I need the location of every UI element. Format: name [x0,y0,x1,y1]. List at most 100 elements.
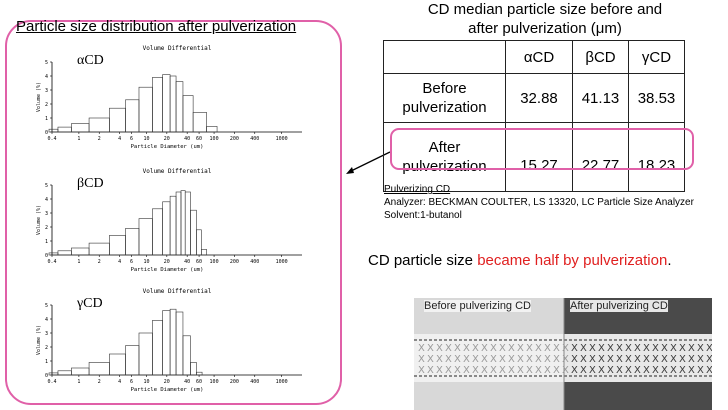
photo-x-mark: X [697,354,704,365]
photo-x-mark: X [553,365,560,376]
photo-x-mark: X [427,365,434,376]
photo-x-mark: X [607,343,614,354]
measurement-note: Pulverizing CD Analyzer: BECKMAN COULTER… [384,183,694,222]
x-tick-label: 200 [230,136,239,142]
x-axis-label: Particle Diameter (um) [131,267,204,273]
x-tick-label: 2 [98,136,101,142]
photo-x-mark: X [634,365,641,376]
y-tick-label: 4 [45,197,48,203]
photo-x-mark: X [454,343,461,354]
photo-x-mark: X [598,343,605,354]
chart-series-label: αCD [77,53,104,68]
row-label-after-line2: pulverization [402,158,487,175]
x-tick-label: 6 [130,259,133,265]
photo-x-mark: X [508,365,515,376]
histogram-bar [192,112,207,133]
photo-x-mark: X [481,343,488,354]
photo-x-mark: X [652,365,659,376]
photo-x-mark: X [634,354,641,365]
photo-x-mark: X [697,365,704,376]
photo-x-mark: X [490,354,497,365]
x-axis-label: Particle Diameter (um) [131,144,204,150]
photo-x-mark: X [643,343,650,354]
photo-x-mark: X [535,343,542,354]
x-tick-label: 200 [230,379,239,385]
photo-strip-right [564,334,712,382]
photo-x-mark: X [571,354,578,365]
photo-x-mark: X [508,343,515,354]
cell-after-beta: 22.77 [572,122,629,192]
photo-x-mark: X [625,365,632,376]
x-tick-label: 2 [98,259,101,265]
x-tick-label: 4 [118,259,121,265]
photo-x-mark: X [463,354,470,365]
x-tick-label: 100 [210,379,219,385]
histogram-bar [196,371,203,376]
photo-x-mark: X [661,343,668,354]
x-tick-label: 6 [130,136,133,142]
photo-x-mark: X [481,365,488,376]
x-tick-label: 0.4 [47,379,56,385]
panel-title: Particle size distribution after pulveri… [16,18,297,35]
conclusion-suffix: . [667,252,672,269]
x-tick-label: 40 [184,379,190,385]
x-tick-label: 20 [164,136,170,142]
median-size-table: αCD βCD γCD Before pulverization 32.88 4… [383,40,685,192]
photo-x-mark: X [472,343,479,354]
photo-x-mark: X [679,354,686,365]
x-tick-label: 1 [77,379,80,385]
x-tick-label: 20 [164,379,170,385]
photo-label-before: Before pulverizing CD [424,300,531,312]
photo-x-mark: X [535,365,542,376]
y-axis-label: Volume (%) [36,205,42,235]
row-label-after-line1: After [428,139,461,156]
photo-x-mark: X [436,343,443,354]
photo-x-mark: X [544,365,551,376]
photo-x-mark: X [481,354,488,365]
photo-x-mark: X [580,343,587,354]
photo-x-mark: X [463,365,470,376]
chart-title: Volume Differential [143,45,212,52]
photo-x-mark: X [544,343,551,354]
photo-x-mark: X [688,343,695,354]
photo-x-mark: X [526,365,533,376]
x-tick-label: 1000 [276,379,288,385]
x-tick-label: 200 [230,259,239,265]
row-label-before: Before pulverization [383,73,506,123]
photo-x-mark: X [553,354,560,365]
photo-x-mark: X [679,365,686,376]
photo-x-mark: X [418,365,425,376]
x-tick-label: 4 [118,379,121,385]
photo-x-mark: X [571,365,578,376]
y-tick-label: 1 [45,116,48,122]
photo-x-mark: X [526,354,533,365]
photo-x-mark: X [562,343,569,354]
photo-x-mark: X [499,343,506,354]
photo-x-mark: X [499,354,506,365]
distribution-panel [5,20,342,405]
photo-x-mark: X [598,354,605,365]
photo-x-mark: X [418,343,425,354]
conclusion-highlight: became half by pulverization [477,252,668,269]
x-tick-label: 400 [250,136,259,142]
x-tick-label: 1 [77,136,80,142]
photo-x-mark: X [589,365,596,376]
x-tick-label: 10 [143,379,149,385]
photo-x-mark: X [472,365,479,376]
photo-x-mark: X [652,343,659,354]
x-tick-label: 4 [118,136,121,142]
photo-x-mark: X [643,354,650,365]
table-title-line1: CD median particle size before and [427,1,663,18]
x-tick-label: 1000 [276,136,288,142]
photo-x-mark: X [634,343,641,354]
x-tick-label: 6 [130,379,133,385]
photo-x-mark: X [607,354,614,365]
x-tick-label: 1 [77,259,80,265]
x-tick-label: 1000 [276,259,288,265]
table-row-before: Before pulverization 32.88 41.13 38.53 [383,73,685,123]
table-title: CD median particle size before and after… [380,0,710,38]
conclusion-prefix: CD particle size [368,252,478,269]
photo-x-mark: X [463,343,470,354]
y-tick-label: 3 [45,331,48,337]
y-tick-label: 5 [45,60,48,66]
